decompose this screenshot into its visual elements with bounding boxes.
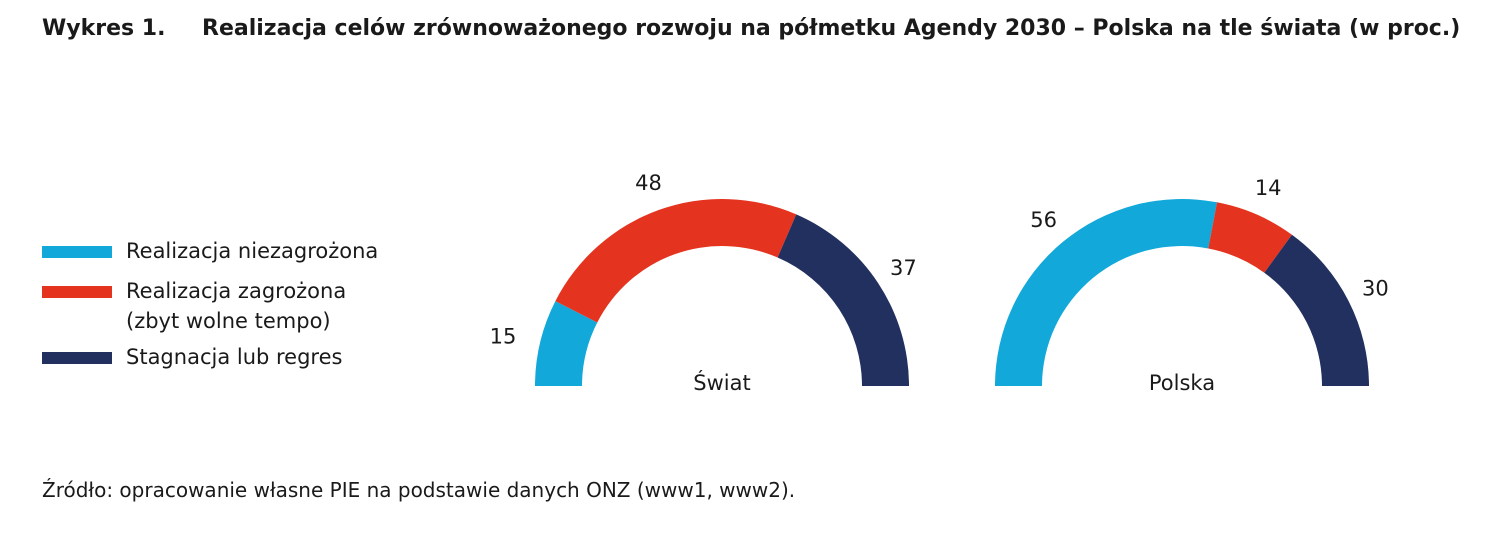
slice-polska-0	[995, 199, 1218, 386]
value-label-świat-1: 48	[635, 171, 662, 195]
legend-label-zagrozona: Realizacja zagrożona (zbyt wolne tempo)	[126, 279, 347, 333]
legend-swatch-niezagrozona	[42, 246, 112, 258]
legend-label-niezagrozona: Realizacja niezagrożona	[126, 239, 379, 263]
slice-świat-2	[777, 214, 909, 386]
chart-name-polska: Polska	[1149, 371, 1215, 395]
legend-swatch-stagnacja	[42, 352, 112, 364]
value-label-polska-0: 56	[1030, 208, 1057, 232]
value-label-świat-2: 37	[890, 256, 917, 280]
chart-name-świat: Świat	[693, 370, 750, 395]
chart-swiat: 15 48 37 Świat	[490, 171, 917, 395]
slice-świat-0	[535, 301, 598, 386]
chart-title-text: Realizacja celów zrównoważonego rozwoju …	[202, 16, 1461, 41]
slice-polska-1	[1208, 202, 1292, 273]
slice-świat-1	[555, 199, 797, 323]
chart-title-number: Wykres 1.	[42, 16, 166, 41]
value-label-polska-2: 30	[1362, 276, 1389, 300]
slice-polska-2	[1264, 234, 1369, 386]
value-label-świat-0: 15	[490, 324, 517, 348]
chart-polska: 56 14 30 Polska	[995, 176, 1389, 395]
chart-title: Wykres 1. Realizacja celów zrównoważoneg…	[42, 12, 1482, 46]
legend-swatch-zagrozona	[42, 286, 112, 298]
value-label-polska-1: 14	[1255, 176, 1282, 200]
source-note: Źródło: opracowanie własne PIE na podsta…	[42, 478, 796, 502]
legend-label-stagnacja: Stagnacja lub regres	[126, 345, 343, 369]
